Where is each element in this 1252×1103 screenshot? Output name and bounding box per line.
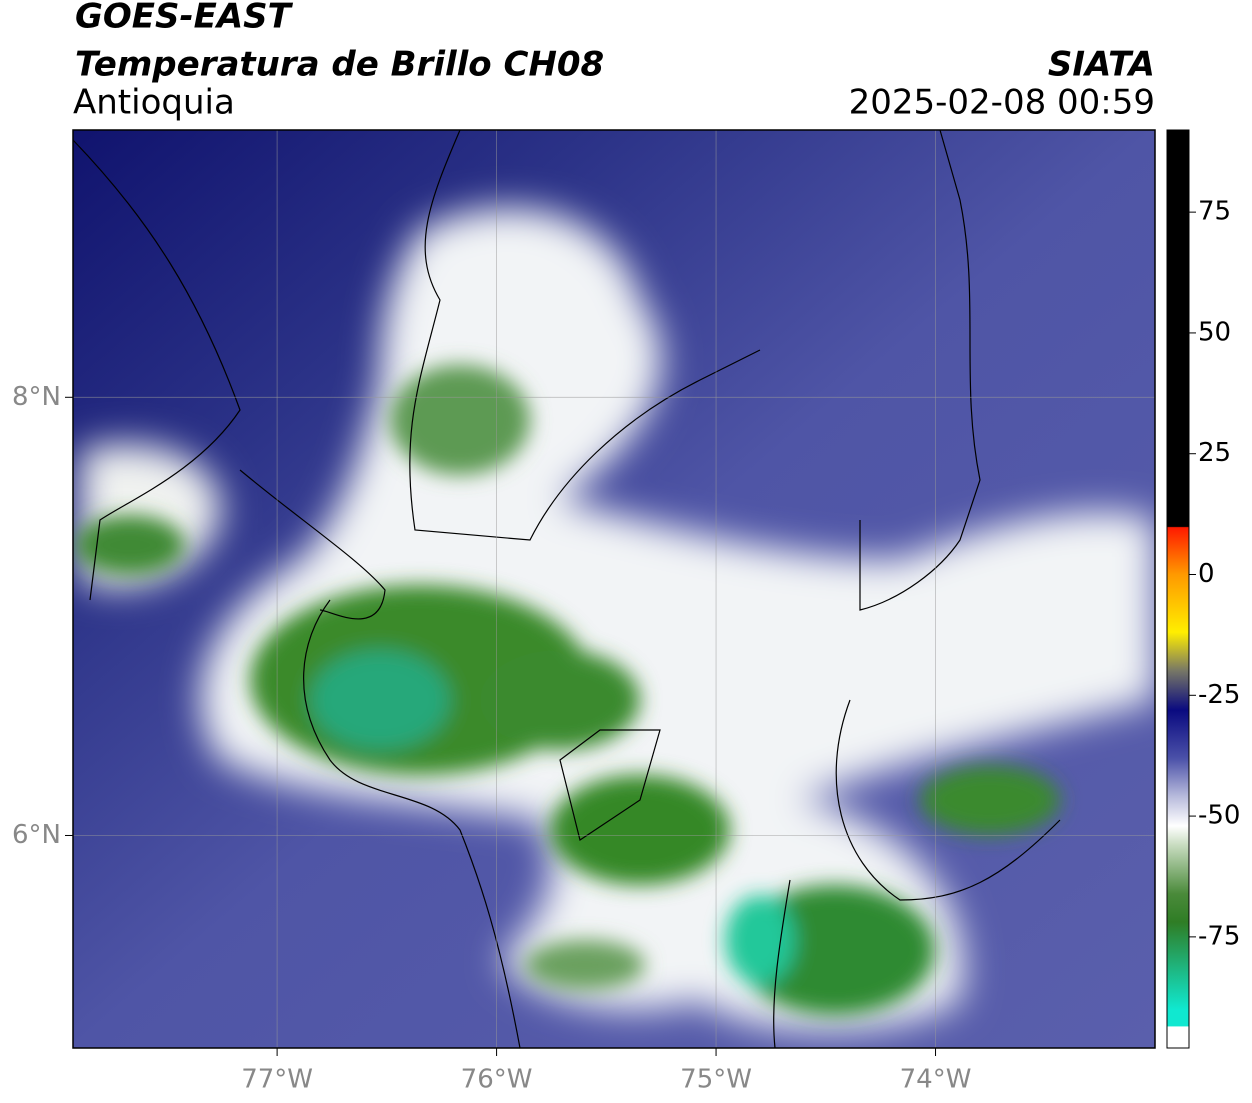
colorbar (1166, 129, 1190, 1049)
map-frame (72, 129, 1156, 1049)
source: SIATA (1048, 45, 1155, 85)
colorbar-tick-label: 75 (1198, 197, 1231, 227)
colorbar-tick-label: 50 (1198, 317, 1231, 347)
colorbar-tick-label: 0 (1198, 559, 1215, 589)
colorbar-tick-label: 25 (1198, 438, 1231, 468)
x-tick-label: 77°W (241, 1065, 313, 1095)
region: Antioquia (73, 83, 235, 123)
x-tick-label: 76°W (461, 1065, 533, 1095)
colorbar-tick-label: -75 (1198, 921, 1240, 951)
x-tick-label: 74°W (900, 1065, 972, 1095)
subtitle: Temperatura de Brillo CH08 (75, 45, 604, 85)
colorbar-tick-label: -25 (1198, 680, 1240, 710)
x-tick-label: 75°W (680, 1065, 752, 1095)
y-tick-label: 6°N (12, 820, 61, 850)
colorbar-tick-label: -50 (1198, 801, 1240, 831)
satellite-image (73, 130, 1155, 1048)
title: GOES-EAST (75, 0, 294, 37)
datetime: 2025-02-08 00:59 (849, 83, 1155, 123)
y-tick-label: 8°N (12, 382, 61, 412)
